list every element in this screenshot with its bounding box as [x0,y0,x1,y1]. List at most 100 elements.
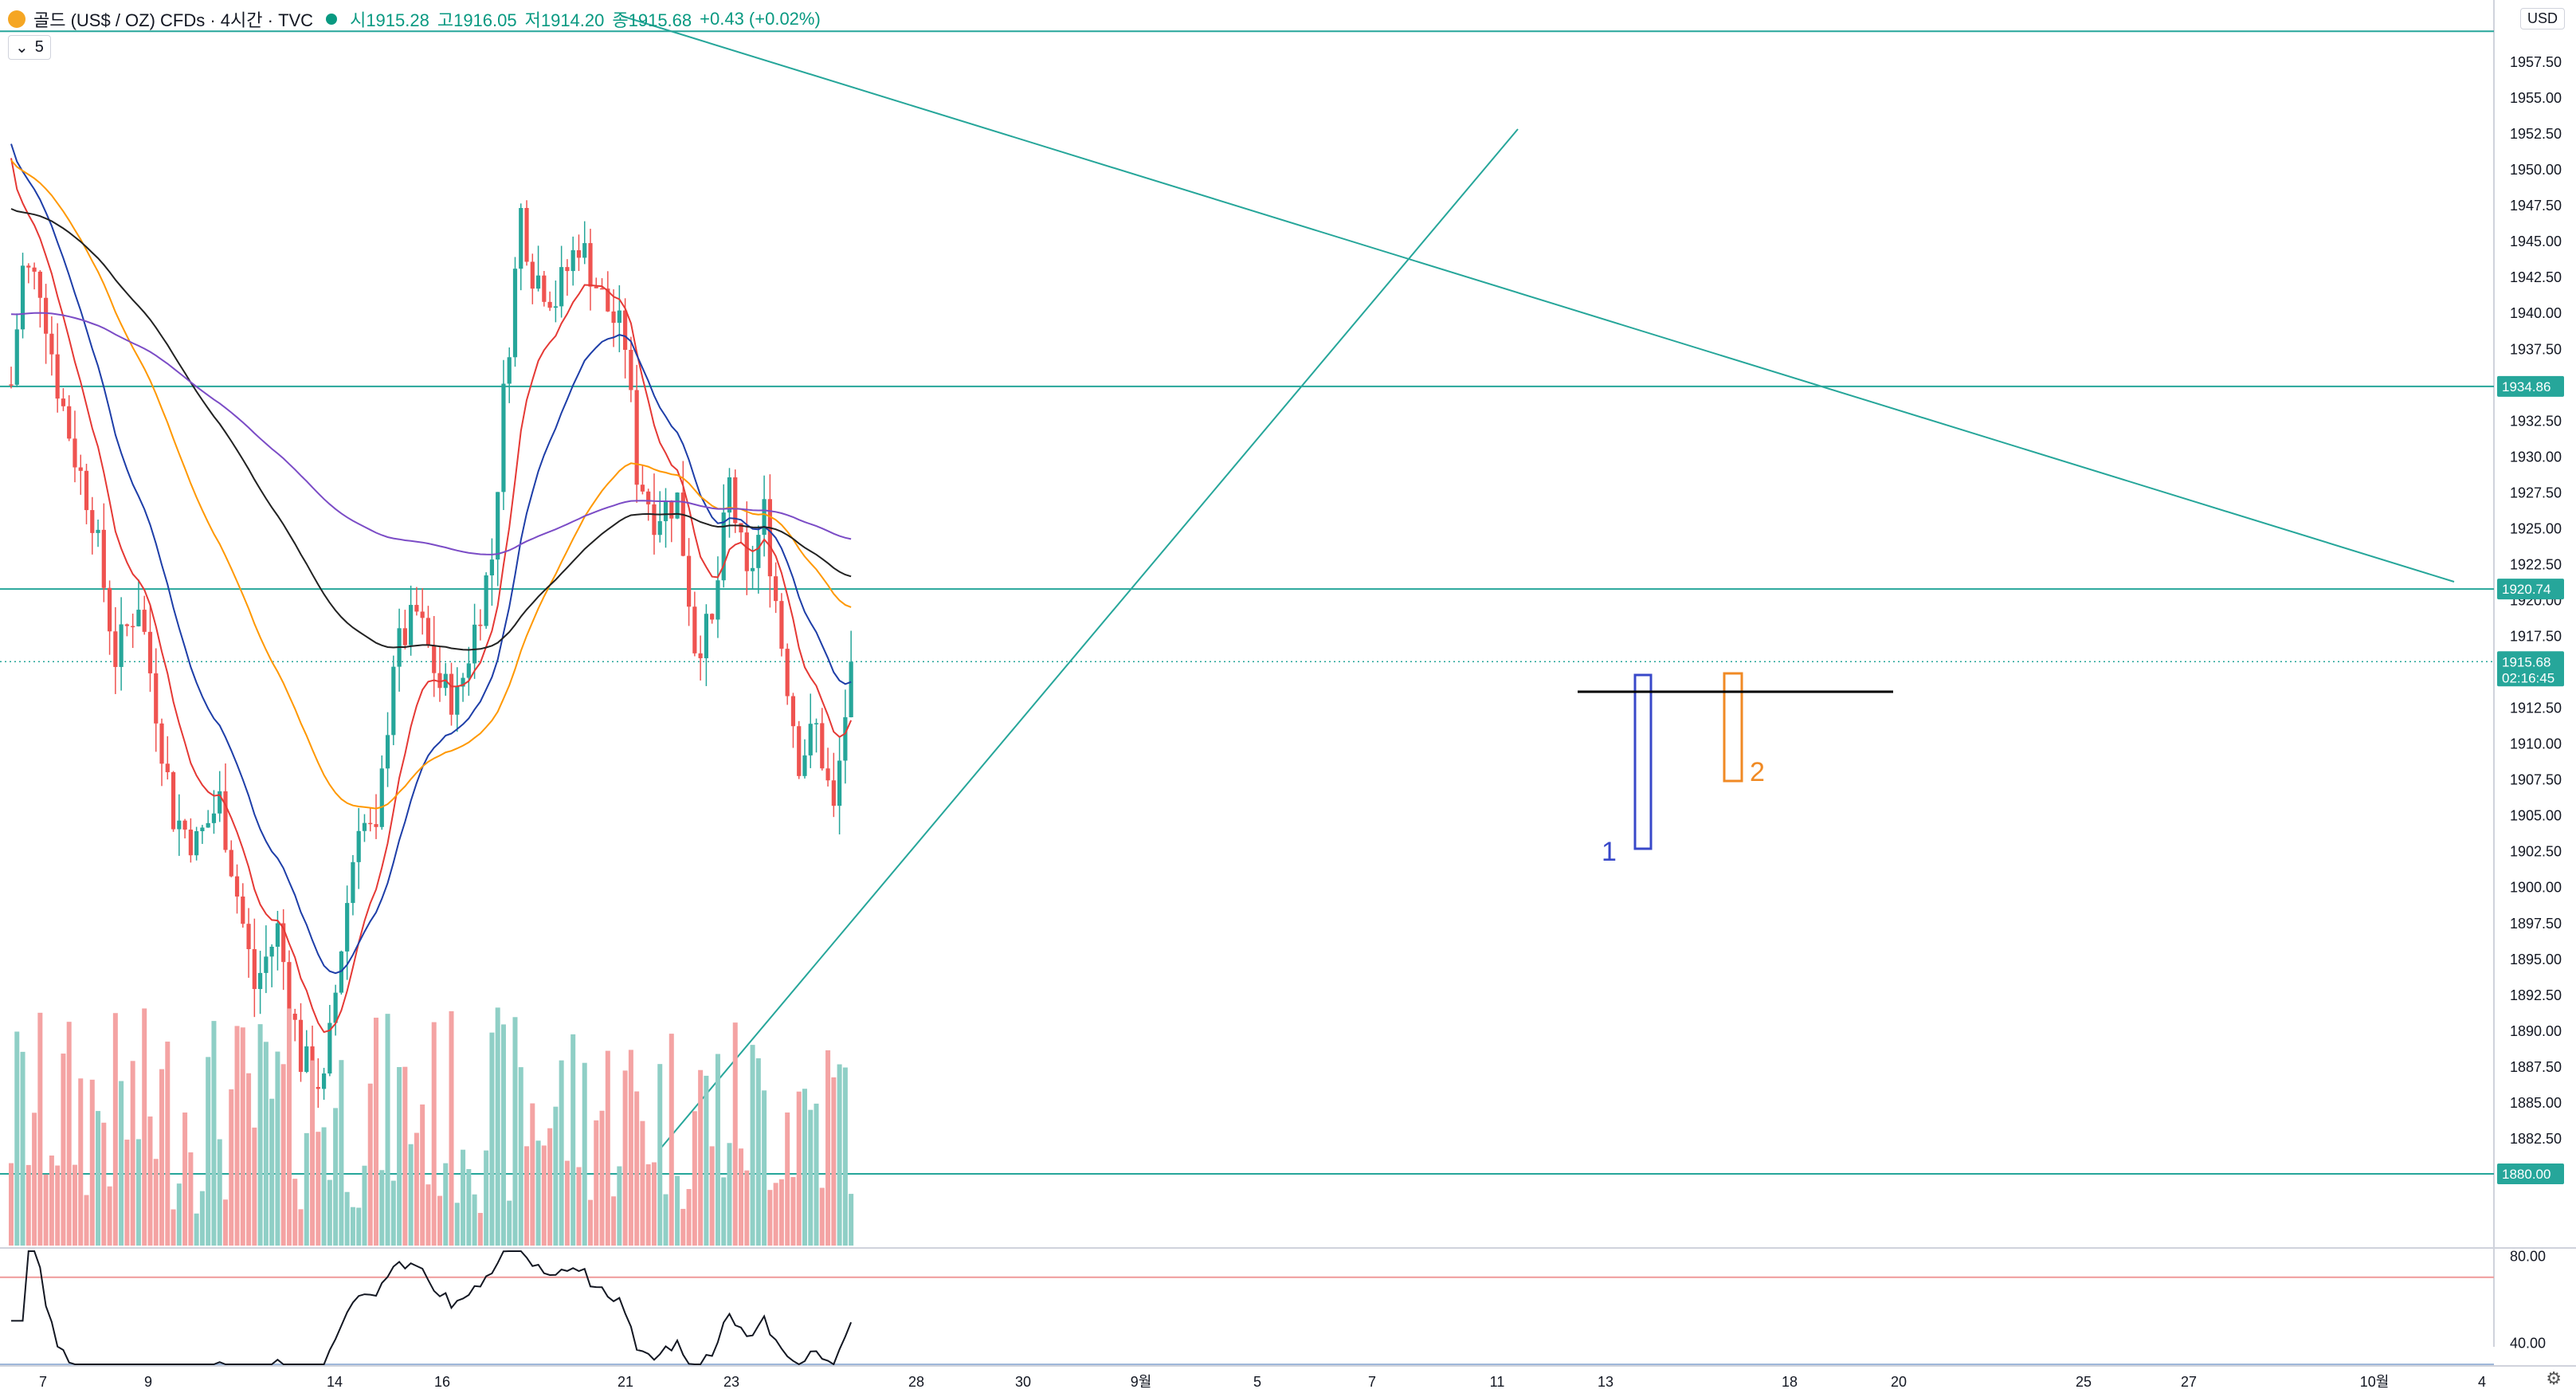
time-tick-label: 28 [908,1374,924,1390]
candle-body [790,696,796,727]
candle-body [547,301,552,308]
price-tick-label: 1900.00 [2510,880,2562,896]
candle-body [159,723,164,764]
candle-body [814,723,819,724]
volume-bar [96,1111,101,1246]
volume-bar [344,1191,350,1246]
volume-bar [507,1200,512,1246]
price-tick-label: 1897.50 [2510,916,2562,932]
settings-icon[interactable]: ⚙ [2546,1368,2562,1388]
price-tick-label: 1930.00 [2510,449,2562,465]
open-value: 시1915.28 [350,10,429,30]
volume-bar [304,1132,309,1246]
candle-body [750,567,755,571]
candle-body [849,661,853,718]
volume-bar [732,1022,738,1246]
candle-body [9,384,14,386]
time-tick-label: 25 [2076,1374,2092,1390]
volume-bar [559,1060,564,1246]
volume-bar [32,1112,37,1246]
candle-body [553,306,558,308]
candle-body [802,755,807,776]
candle-body [119,624,124,667]
volume-bar [414,1132,419,1246]
volume-bar [675,1175,680,1246]
price-tick-label: 1905.00 [2510,808,2562,824]
price-tick-label: 1927.50 [2510,485,2562,500]
candle-body [281,923,286,963]
candle-body [652,504,657,536]
volume-bar [454,1203,460,1246]
candle-body [524,207,529,262]
volume-bar [500,1024,506,1246]
candle-body [327,1022,332,1074]
candle-body [194,830,199,856]
price-tick-label: 1917.50 [2510,629,2562,645]
candle-body [391,666,396,736]
candle-body [298,1019,304,1073]
price-label-text: 1880.00 [2502,1167,2551,1182]
time-tick-label: 9월 [1131,1374,1152,1390]
volume-bar [362,1165,367,1246]
volume-bar [704,1075,709,1246]
candle-body [200,827,205,831]
volume-bar [286,1008,292,1246]
candle-body [831,780,836,806]
candle-body [455,686,460,715]
volume-bar [269,1098,275,1246]
volume-bar [535,1140,541,1246]
candle-body [154,673,159,724]
time-tick-label: 4 [2478,1374,2486,1390]
volume-bar [292,1179,298,1246]
volume-bar [530,1103,535,1246]
candle-body [351,861,355,904]
volume-bar [553,1106,559,1246]
candle-body [588,243,593,287]
volume-bar [275,1051,280,1246]
volume-bar [374,1018,379,1246]
volume-bar [153,1159,159,1246]
candle-body [188,829,193,856]
candle-body [767,499,772,577]
candle-body [206,822,210,828]
volume-bar [61,1054,66,1246]
candle-body [663,500,669,521]
time-tick-label: 27 [2181,1374,2197,1390]
indicator-count: 5 [34,38,44,56]
candle-body [501,383,506,492]
volume-bar [808,1109,814,1246]
time-tick-label: 13 [1598,1374,1613,1390]
volume-bar [698,1069,704,1246]
volume-bar [119,1081,124,1246]
candle-body [385,735,390,769]
price-label-text: 1934.86 [2502,379,2551,394]
currency-label[interactable]: USD [2519,8,2565,29]
volume-bar [767,1190,773,1246]
change-value: +0.43 (+0.02%) [700,9,821,29]
candle-body [530,261,535,289]
volume-bar [130,1061,135,1246]
volume-bar [420,1104,425,1246]
indicators-toggle[interactable]: ⌄ 5 [8,35,51,60]
volume-bar [443,1163,449,1246]
symbol-title[interactable]: 골드 (US$ / OZ) CFDs · 4시간 · TVC [33,10,314,30]
candle-body [432,645,437,673]
time-tick-label: 10월 [2360,1374,2390,1390]
price-tick-label: 1932.50 [2510,413,2562,429]
candle-body [496,492,500,560]
time-tick-label: 9 [144,1374,152,1390]
volume-bar [785,1112,790,1246]
candle-body [825,768,830,781]
volume-bar [582,1062,587,1246]
volume-bar [628,1050,633,1246]
price-tick-label: 1957.50 [2510,54,2562,70]
volume-bar [645,1164,651,1246]
candle-body [606,288,610,312]
volume-bar [159,1069,165,1246]
candle-body [617,310,621,324]
price-tick-label: 1892.50 [2510,987,2562,1003]
candle-body [542,275,547,302]
volume-bar [472,1194,477,1246]
volume-bar [367,1083,373,1246]
